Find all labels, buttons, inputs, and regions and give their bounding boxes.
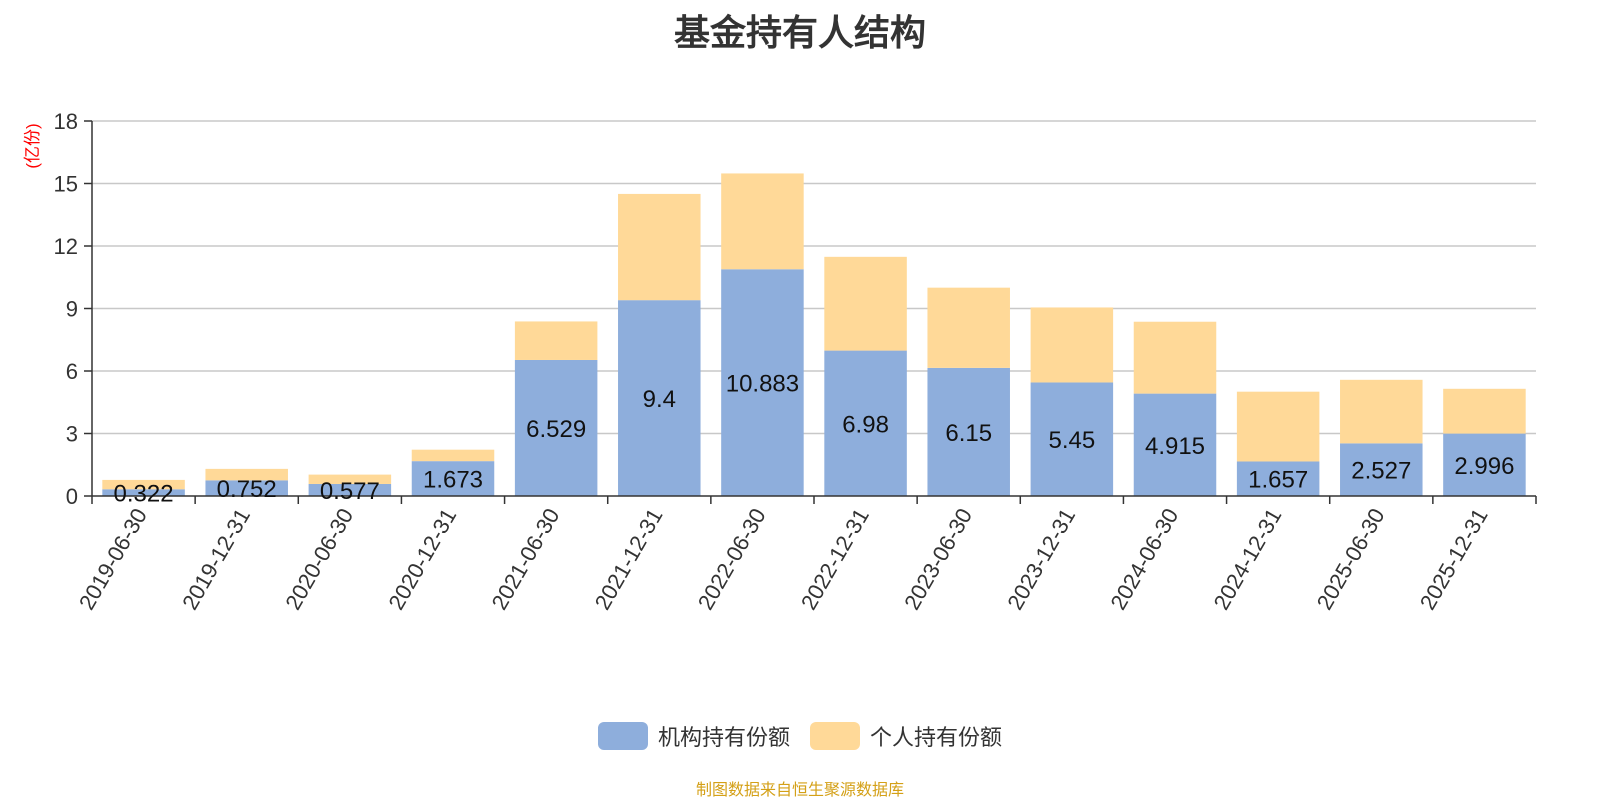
data-label-institutional: 10.883 bbox=[726, 371, 799, 398]
chart-title: 基金持有人结构 bbox=[673, 12, 926, 53]
data-label-institutional: 5.45 bbox=[1048, 427, 1095, 454]
bar-institutional bbox=[1443, 433, 1526, 496]
x-tick-label: 2019-12-31 bbox=[177, 504, 255, 614]
y-tick-label: 12 bbox=[54, 234, 78, 259]
legend-swatch-institutional bbox=[597, 722, 648, 750]
bar-institutional bbox=[1340, 443, 1423, 496]
x-tick-label: 2023-06-30 bbox=[899, 504, 977, 614]
data-label-institutional: 4.915 bbox=[1145, 433, 1205, 460]
bar-institutional bbox=[102, 489, 185, 496]
bars bbox=[102, 173, 1526, 496]
y-axis-label: (亿份) bbox=[23, 123, 42, 168]
bar-institutional bbox=[618, 300, 701, 496]
y-tick-label: 0 bbox=[66, 484, 78, 509]
x-tick-label: 2025-06-30 bbox=[1312, 504, 1390, 614]
x-tick-label: 2024-06-30 bbox=[1105, 504, 1183, 614]
bar-institutional bbox=[721, 269, 804, 496]
data-label-institutional: 1.673 bbox=[423, 467, 483, 494]
legend-label-individual: 个人持有份额 bbox=[870, 725, 1003, 750]
bar-individual bbox=[205, 468, 288, 481]
y-tick-label: 6 bbox=[66, 359, 78, 384]
legend-label-institutional: 机构持有份额 bbox=[657, 725, 790, 750]
bar-individual bbox=[102, 479, 185, 490]
data-label-institutional: 6.529 bbox=[526, 416, 586, 443]
bar-individual bbox=[824, 256, 907, 351]
y-tick-label: 15 bbox=[54, 172, 78, 197]
data-label-institutional: 2.996 bbox=[1454, 453, 1514, 480]
data-label-institutional: 0.322 bbox=[114, 481, 174, 508]
x-tick-label: 2020-06-30 bbox=[280, 504, 358, 614]
x-tick-label: 2021-12-31 bbox=[590, 504, 668, 614]
x-tick-label: 2024-12-31 bbox=[1209, 504, 1287, 614]
x-tick-label: 2023-12-31 bbox=[1002, 504, 1080, 614]
x-tick-label: 2020-12-31 bbox=[383, 504, 461, 614]
x-tick-label: 2022-12-31 bbox=[796, 504, 874, 614]
bar-individual bbox=[308, 474, 392, 484]
bar-individual bbox=[1030, 307, 1114, 383]
legend: 机构持有份额 个人持有份额 bbox=[0, 720, 1600, 752]
bar-institutional bbox=[927, 367, 1010, 496]
x-tick-label: 2021-06-30 bbox=[487, 504, 565, 614]
data-labels: 0.322 0.752 0.577 1.673 6.529 9.4 10.883 6.98 6.… bbox=[114, 371, 1515, 508]
bar-individual bbox=[618, 193, 701, 301]
bar-individual bbox=[927, 287, 1010, 368]
bar-institutional bbox=[1030, 382, 1114, 496]
bar-individual bbox=[514, 321, 598, 360]
data-label-institutional: 2.527 bbox=[1351, 458, 1411, 485]
x-tick-label: 2019-06-30 bbox=[74, 504, 152, 614]
bar-institutional bbox=[411, 461, 495, 496]
bar-institutional bbox=[514, 359, 598, 496]
data-source-note: 制图数据来自恒生聚源数据库 bbox=[695, 782, 904, 799]
data-label-institutional: 6.98 bbox=[842, 411, 889, 438]
grid-lines bbox=[92, 120, 1536, 435]
data-label-institutional: 9.4 bbox=[643, 386, 676, 413]
bar-institutional bbox=[1133, 393, 1217, 496]
bar-institutional bbox=[205, 480, 288, 496]
x-tick-label: 2022-06-30 bbox=[693, 504, 771, 614]
x-tick-label: 2025-12-31 bbox=[1415, 504, 1493, 614]
bar-individual bbox=[1133, 321, 1217, 394]
data-label-institutional: 0.577 bbox=[320, 478, 380, 505]
legend-swatch-individual bbox=[810, 722, 860, 750]
bar-institutional bbox=[308, 483, 392, 496]
data-label-institutional: 1.657 bbox=[1248, 467, 1308, 494]
bar-individual bbox=[721, 173, 804, 270]
bar-individual bbox=[1236, 391, 1320, 462]
legend-item-individual[interactable]: 个人持有份额 bbox=[810, 720, 1002, 752]
bar-individual bbox=[411, 449, 495, 462]
data-label-institutional: 6.15 bbox=[945, 420, 992, 447]
y-tick-label: 9 bbox=[66, 297, 78, 322]
bar-individual bbox=[1340, 379, 1423, 444]
bar-institutional bbox=[824, 350, 907, 496]
data-label-institutional: 0.752 bbox=[217, 476, 277, 503]
y-tick-label: 3 bbox=[66, 422, 78, 447]
bar-individual bbox=[1443, 388, 1526, 434]
bar-institutional bbox=[1236, 461, 1320, 496]
legend-item-institutional[interactable]: 机构持有份额 bbox=[597, 720, 790, 752]
y-tick-label: 18 bbox=[54, 109, 78, 134]
